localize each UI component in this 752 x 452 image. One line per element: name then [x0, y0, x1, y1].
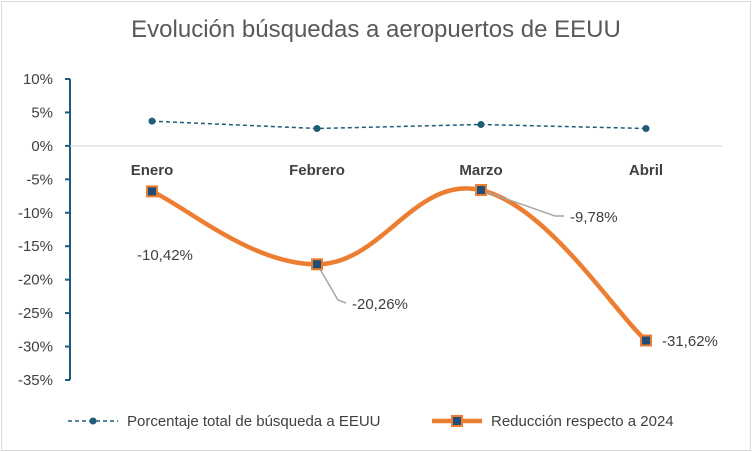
x-category-label: Abril — [629, 162, 663, 179]
series-point-porcentaje — [148, 117, 156, 125]
data-label-leader — [316, 263, 347, 304]
x-category-label: Enero — [131, 162, 174, 179]
y-tick-label: -35% — [18, 372, 53, 389]
series-point-reduccion — [475, 184, 487, 197]
y-tick-label: 10% — [23, 71, 53, 88]
data-label-reduccion: -31,62% — [662, 333, 718, 350]
y-tick-label: -5% — [26, 171, 53, 188]
series-point-porcentaje — [477, 120, 485, 128]
y-tick-label: -15% — [18, 238, 53, 255]
legend-marker-reduccion — [451, 415, 463, 427]
data-label-reduccion: -9,78% — [570, 209, 618, 226]
legend-label-porcentaje: Porcentaje total de búsqueda a EEUU — [127, 413, 381, 430]
data-label-reduccion: -20,26% — [352, 296, 408, 313]
y-tick-label: -30% — [18, 339, 53, 356]
x-category-label: Febrero — [289, 162, 345, 179]
series-point-reduccion — [311, 258, 323, 271]
y-tick-label: -25% — [18, 305, 53, 322]
legend-marker-porcentaje — [89, 417, 97, 425]
series-line-porcentaje — [151, 120, 647, 130]
legend-label-reduccion: Reducción respecto a 2024 — [491, 413, 674, 430]
series-point-reduccion — [146, 185, 158, 198]
series-line-reduccion — [149, 186, 649, 343]
series-point-porcentaje — [313, 124, 321, 132]
x-category-label: Marzo — [459, 162, 502, 179]
y-tick-label: 0% — [31, 138, 53, 155]
series-point-porcentaje — [642, 124, 650, 132]
series-point-reduccion — [640, 334, 652, 347]
data-label-leader — [480, 189, 564, 217]
y-tick-label: 5% — [31, 104, 53, 121]
y-tick-label: -20% — [18, 272, 53, 289]
chart-title: Evolución búsquedas a aeropuertos de EEU… — [131, 16, 621, 43]
data-label-reduccion: -10,42% — [137, 247, 193, 264]
y-tick-label: -10% — [18, 205, 53, 222]
